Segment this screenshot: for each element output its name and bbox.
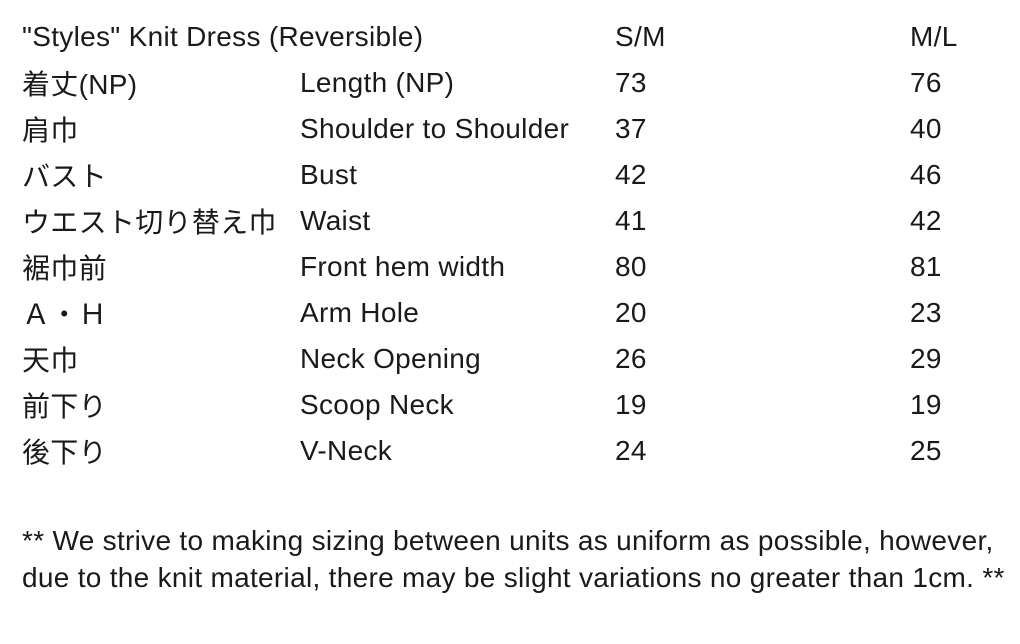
- value-sm: 73: [615, 67, 647, 98]
- measure-label-jp: 肩巾: [22, 115, 79, 146]
- table-row-length: 着丈(NP) Length (NP) 73 76: [22, 60, 1020, 106]
- table-row-bust: バスト Bust 42 46: [22, 152, 1020, 198]
- table-header-row: "Styles" Knit Dress (Reversible) S/M M/L: [22, 14, 1020, 60]
- value-sm: 26: [615, 343, 647, 374]
- measure-label-jp: バスト: [22, 161, 107, 192]
- table-row-scoop-neck: 前下り Scoop Neck 19 19: [22, 382, 1020, 428]
- value-ml: 42: [910, 205, 942, 236]
- measure-label-jp: 裾巾前: [22, 253, 107, 284]
- column-header-sm: S/M: [615, 21, 666, 52]
- value-sm: 42: [615, 159, 647, 190]
- value-sm: 80: [615, 251, 647, 282]
- value-ml: 76: [910, 67, 942, 98]
- measure-label-jp: Ａ・Ｈ: [22, 299, 107, 330]
- measure-label-en: Length (NP): [300, 67, 455, 98]
- measure-label-jp: 着丈(NP): [22, 69, 138, 100]
- table-row-v-neck: 後下り V-Neck 24 25: [22, 428, 1020, 474]
- product-title: "Styles" Knit Dress (Reversible): [22, 21, 424, 52]
- value-ml: 19: [910, 389, 942, 420]
- value-sm: 37: [615, 113, 647, 144]
- table-row-front-hem: 裾巾前 Front hem width 80 81: [22, 244, 1020, 290]
- value-ml: 40: [910, 113, 942, 144]
- value-ml: 25: [910, 435, 942, 466]
- measure-label-en: Front hem width: [300, 251, 506, 282]
- value-sm: 24: [615, 435, 647, 466]
- table-row-shoulder: 肩巾 Shoulder to Shoulder 37 40: [22, 106, 1020, 152]
- table-row-waist: ウエスト切り替え巾 Waist 41 42: [22, 198, 1020, 244]
- measure-label-en: Arm Hole: [300, 297, 420, 328]
- measure-label-en: Neck Opening: [300, 343, 482, 374]
- measure-label-en: Bust: [300, 159, 358, 190]
- table-row-arm-hole: Ａ・Ｈ Arm Hole 20 23: [22, 290, 1020, 336]
- measure-label-jp: 前下り: [22, 391, 107, 422]
- measure-label-en: Scoop Neck: [300, 389, 454, 420]
- sizing-disclaimer: ** We strive to making sizing between un…: [22, 525, 1005, 593]
- measure-label-jp: ウエスト切り替え巾: [22, 207, 277, 238]
- column-header-ml: M/L: [910, 21, 958, 52]
- value-ml: 46: [910, 159, 942, 190]
- value-sm: 19: [615, 389, 647, 420]
- value-ml: 29: [910, 343, 942, 374]
- size-table: "Styles" Knit Dress (Reversible) S/M M/L…: [22, 14, 1020, 474]
- value-ml: 23: [910, 297, 942, 328]
- value-sm: 41: [615, 205, 647, 236]
- measure-label-en: V-Neck: [300, 435, 393, 466]
- measure-label-jp: 後下り: [22, 437, 107, 468]
- value-ml: 81: [910, 251, 942, 282]
- value-sm: 20: [615, 297, 647, 328]
- measure-label-en: Shoulder to Shoulder: [300, 113, 570, 144]
- table-row-neck-opening: 天巾 Neck Opening 26 29: [22, 336, 1020, 382]
- measure-label-jp: 天巾: [22, 345, 79, 376]
- measure-label-en: Waist: [300, 205, 371, 236]
